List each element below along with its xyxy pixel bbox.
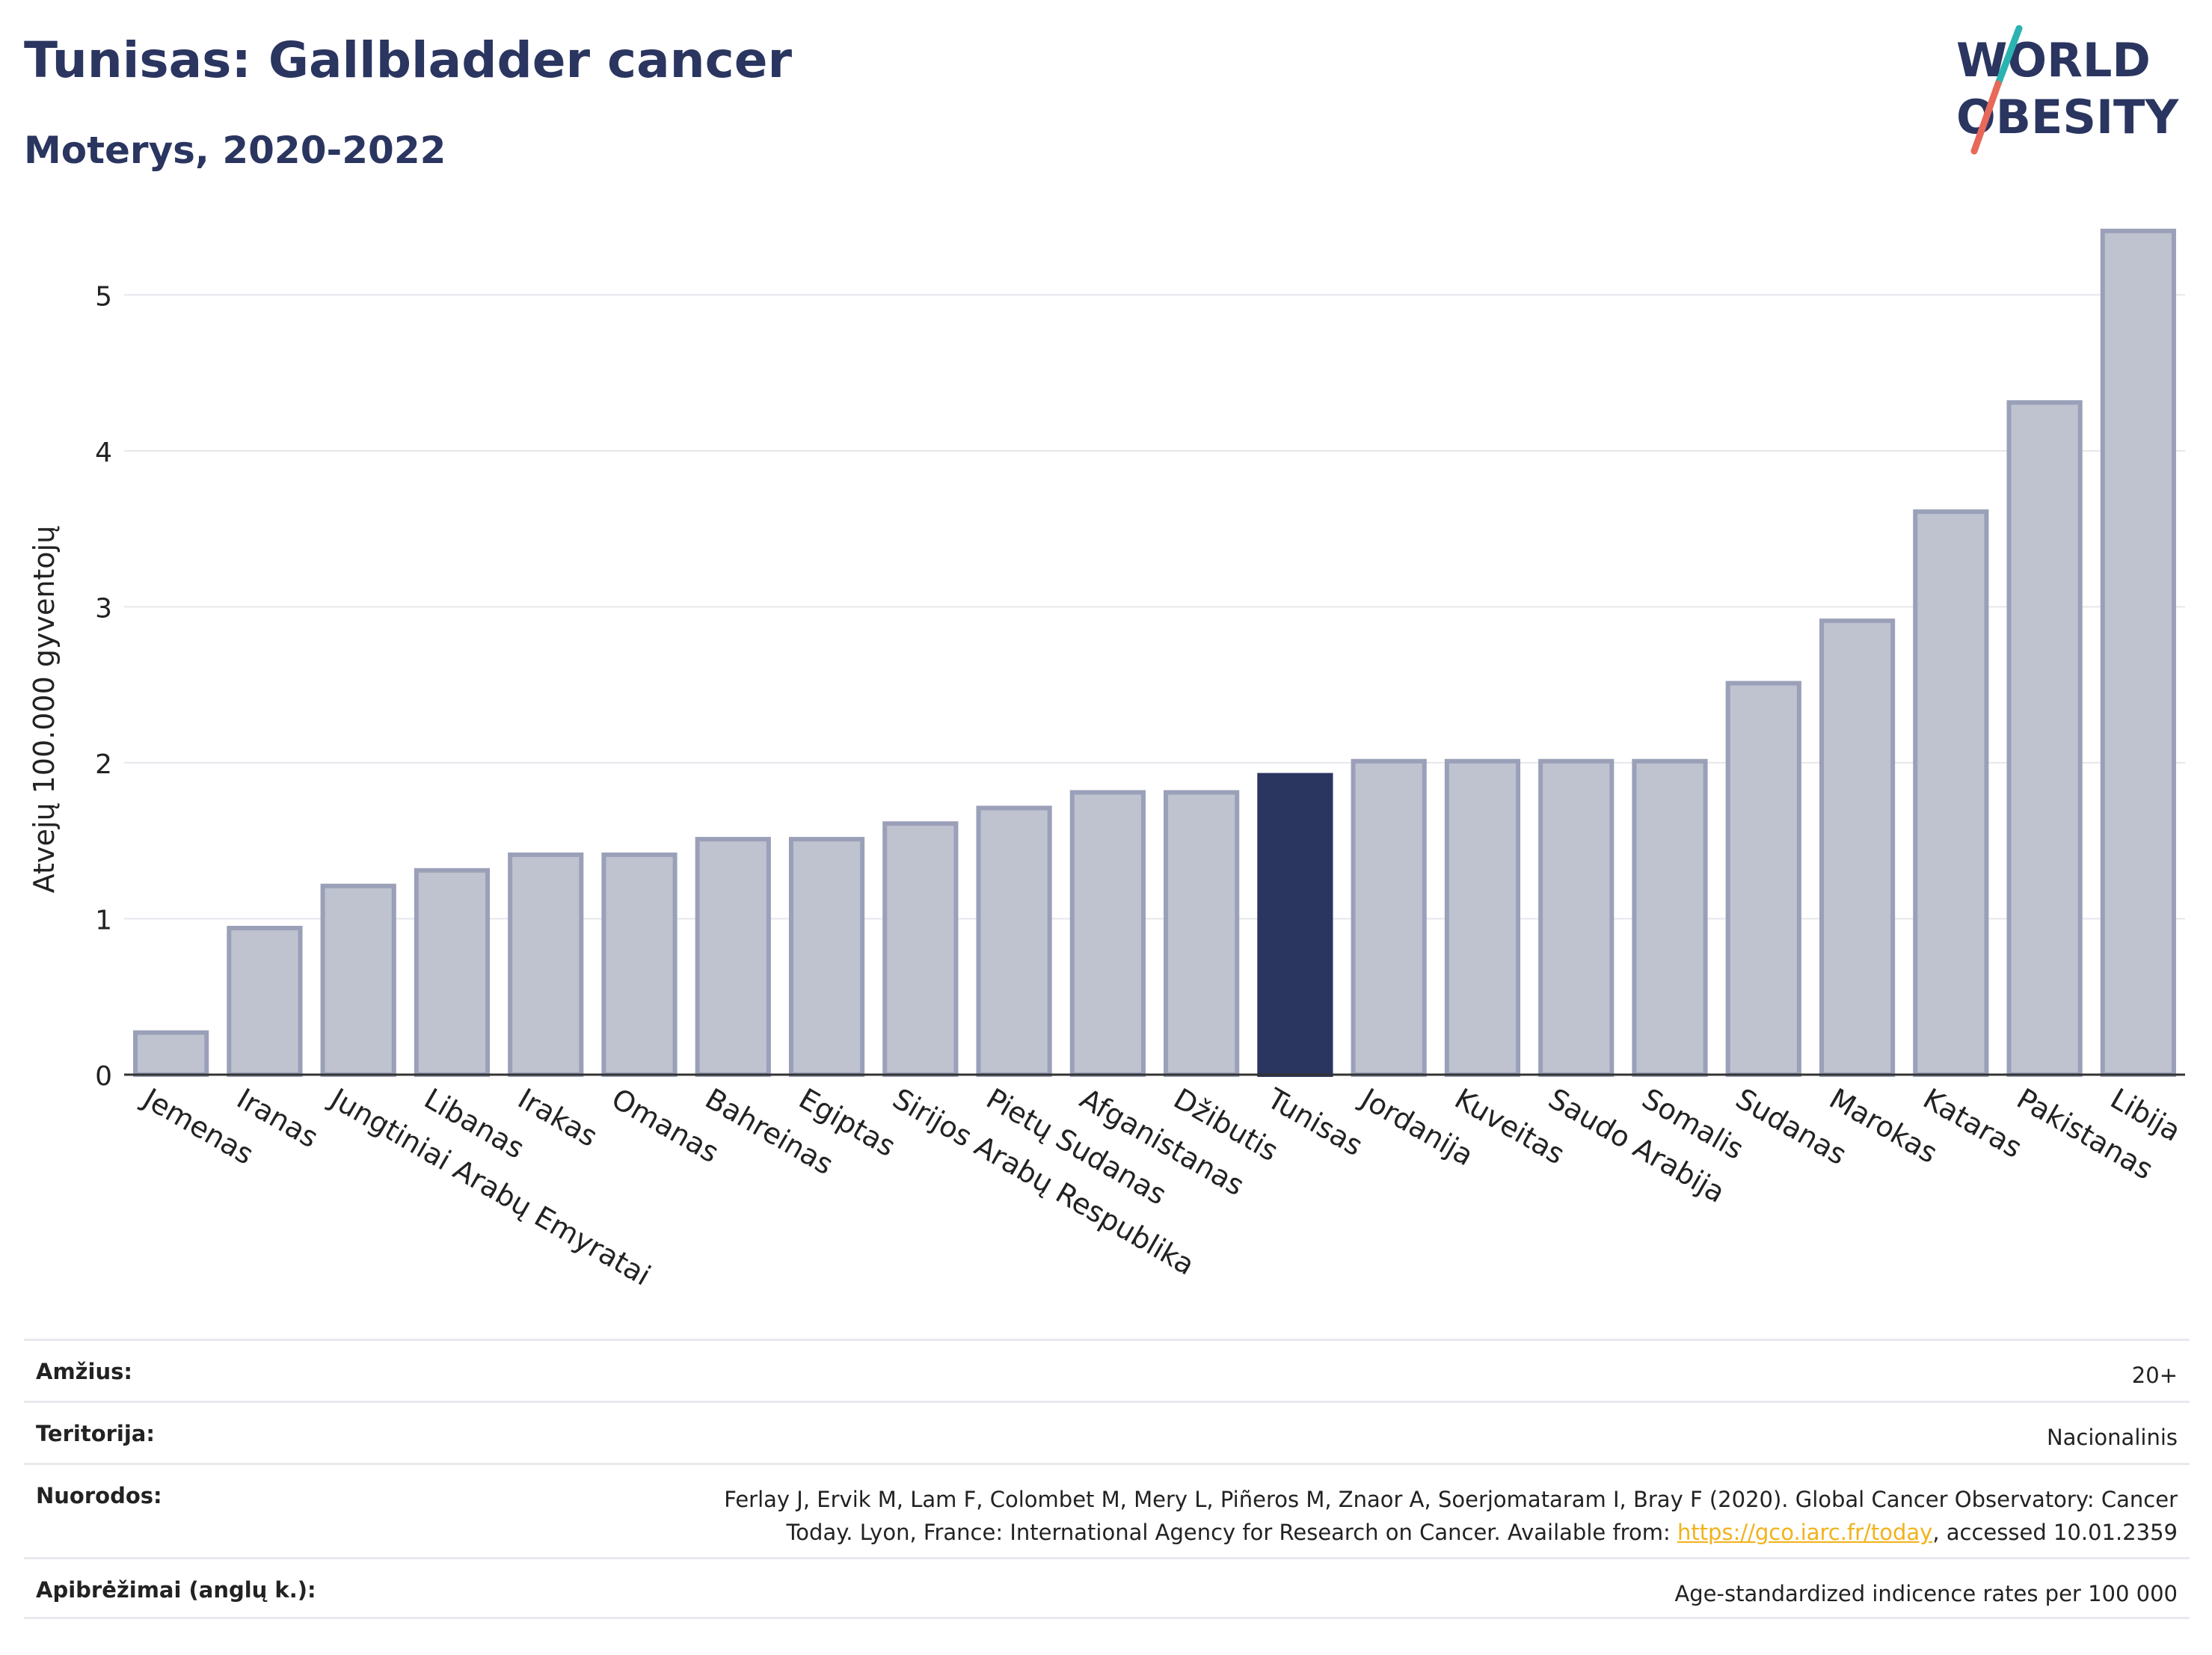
age-label: Amžius: xyxy=(36,1359,132,1384)
bar-10 xyxy=(1069,790,1146,1077)
references-value: Ferlay J, Ervik M, Lam F, Colombet M, Me… xyxy=(724,1465,2178,1549)
y-tick-label: 1 xyxy=(95,905,112,936)
bar-17 xyxy=(1725,681,1801,1077)
references-line-2-end: , accessed 10.01.2359 xyxy=(1932,1520,2178,1545)
info-row-territory: Teritorija: Nacionalinis xyxy=(24,1401,2190,1463)
world-obesity-logo: WORLD OBESITY xyxy=(1956,25,2179,155)
bar-2 xyxy=(320,883,396,1077)
bar-5 xyxy=(601,852,678,1078)
bar-12 xyxy=(1257,773,1333,1077)
bar-16 xyxy=(1632,758,1708,1077)
info-row-definitions: Apibrėžimai (anglų k.): Age-standardized… xyxy=(24,1557,2190,1619)
bar-0 xyxy=(133,1030,209,1078)
chart-subtitle: Moterys, 2020-2022 xyxy=(24,129,446,172)
bar-21 xyxy=(2100,228,2176,1078)
y-tick-label: 0 xyxy=(95,1061,112,1092)
bars xyxy=(133,228,2176,1078)
bar-20 xyxy=(2006,400,2083,1078)
bar-11 xyxy=(1164,790,1240,1077)
age-value: 20+ xyxy=(2131,1363,2178,1388)
bar-13 xyxy=(1351,758,1427,1077)
y-tick-label: 2 xyxy=(95,749,112,780)
references-link[interactable]: https://gco.iarc.fr/today xyxy=(1677,1520,1933,1545)
bar-1 xyxy=(227,925,303,1078)
y-tick-label: 3 xyxy=(95,593,112,624)
references-label: Nuorodos: xyxy=(36,1483,162,1508)
y-axis-ticks: 0 1 2 3 4 5 xyxy=(95,281,112,1092)
territory-value: Nacionalinis xyxy=(2046,1425,2178,1450)
info-table: Amžius: 20+ Teritorija: Nacionalinis Nuo… xyxy=(24,1339,2190,1619)
bar-7 xyxy=(788,837,865,1077)
definitions-label: Apibrėžimai (anglų k.): xyxy=(36,1577,316,1603)
y-tick-label: 4 xyxy=(95,437,112,468)
info-row-references: Nuorodos: Ferlay J, Ervik M, Lam F, Colo… xyxy=(24,1463,2190,1557)
logo-slash-teal xyxy=(1994,25,2023,87)
bar-15 xyxy=(1538,758,1615,1077)
y-tick-label: 5 xyxy=(95,281,112,312)
bar-9 xyxy=(976,805,1052,1077)
references-line-2: Today. Lyon, France: International Agenc… xyxy=(786,1520,1677,1545)
bar-6 xyxy=(695,837,771,1077)
chart-title: Tunisas: Gallbladder cancer xyxy=(24,31,793,89)
bar-19 xyxy=(1913,509,1989,1078)
info-row-age: Amžius: 20+ xyxy=(24,1339,2190,1401)
y-axis-label: Atvejų 100.000 gyventojų xyxy=(28,526,61,893)
definitions-value: Age-standardized indicence rates per 100… xyxy=(1674,1581,2178,1606)
bar-4 xyxy=(508,852,584,1078)
territory-label: Teritorija: xyxy=(36,1421,155,1446)
bar-8 xyxy=(882,821,959,1077)
bar-18 xyxy=(1819,618,1896,1077)
bar-3 xyxy=(414,868,491,1078)
logo-line-1: WORLD xyxy=(1956,33,2151,87)
bar-14 xyxy=(1444,758,1521,1077)
logo-slash-red xyxy=(1970,80,2002,155)
x-tick-label: Omanas xyxy=(606,1082,725,1170)
references-line-1: Ferlay J, Ervik M, Lam F, Colombet M, Me… xyxy=(724,1487,2178,1512)
